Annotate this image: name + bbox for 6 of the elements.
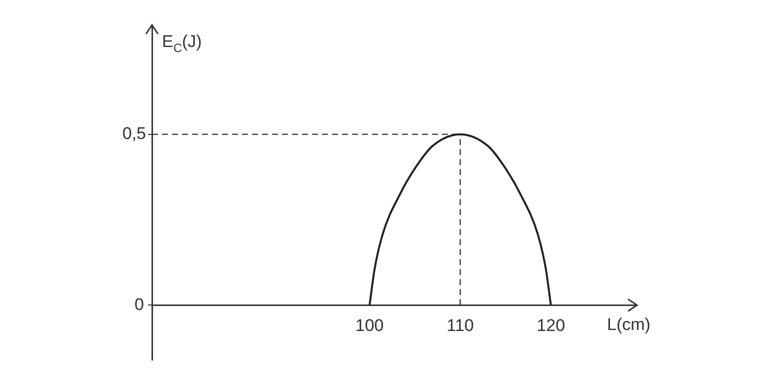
y-tick-label: 0,5 <box>122 124 146 144</box>
x-axis-title: L(cm) <box>607 315 650 334</box>
y-tick-label: 0 <box>134 294 144 314</box>
x-tick-label: 110 <box>446 316 474 336</box>
x-tick-label: 100 <box>355 316 384 336</box>
x-tick-label: 120 <box>536 316 566 336</box>
